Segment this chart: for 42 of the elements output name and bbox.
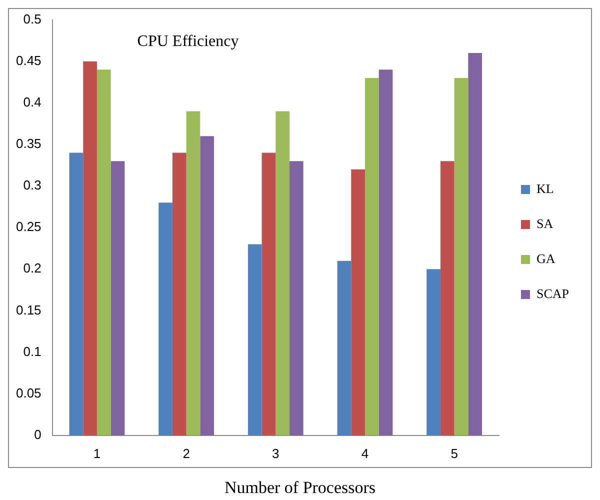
bar: [337, 260, 352, 436]
bar: [440, 161, 454, 436]
x-tick-label: 4: [361, 446, 369, 461]
x-tick-label: 1: [93, 446, 101, 461]
bar: [83, 61, 97, 436]
y-tick-label: 0.1: [23, 344, 42, 359]
y-tick-label: 0.35: [16, 136, 42, 152]
bar: [289, 161, 304, 436]
y-tick-label: 0.5: [23, 11, 42, 26]
legend-label: GA: [536, 250, 556, 266]
x-tick-label: 3: [272, 446, 280, 461]
bar: [200, 136, 214, 436]
bar: [110, 161, 125, 436]
y-tick-label: 0.45: [16, 52, 42, 68]
y-tick-label: 0.3: [23, 178, 42, 193]
bar: [158, 202, 172, 436]
legend-label: KL: [536, 180, 554, 196]
bar: [186, 111, 200, 436]
y-tick-label: 0: [34, 426, 42, 442]
bar: [96, 70, 111, 436]
y-tick-label: 0.4: [23, 94, 42, 110]
bar: [351, 169, 365, 436]
legend-label: SCAP: [536, 286, 570, 301]
x-tick-label: 2: [182, 446, 190, 461]
y-tick-label: 0.15: [16, 302, 42, 318]
legend-label: SA: [536, 216, 554, 231]
bar: [468, 53, 482, 436]
text: CPU Efficiency: [137, 33, 239, 50]
bar: [172, 152, 186, 436]
bar: [276, 111, 290, 436]
x-axis-title: Number of Processors: [223, 478, 377, 498]
bar: [364, 78, 379, 436]
y-tick-label: 0.05: [16, 385, 42, 400]
bar: [426, 269, 440, 436]
bar: [248, 244, 262, 436]
x-tick-label: 5: [450, 446, 458, 461]
y-tick-label: 0.2: [23, 260, 42, 276]
bar: [262, 152, 276, 436]
bar: [69, 152, 84, 436]
y-tick-label: 0.25: [16, 219, 42, 234]
bar: [378, 70, 393, 436]
bar: [454, 78, 468, 436]
